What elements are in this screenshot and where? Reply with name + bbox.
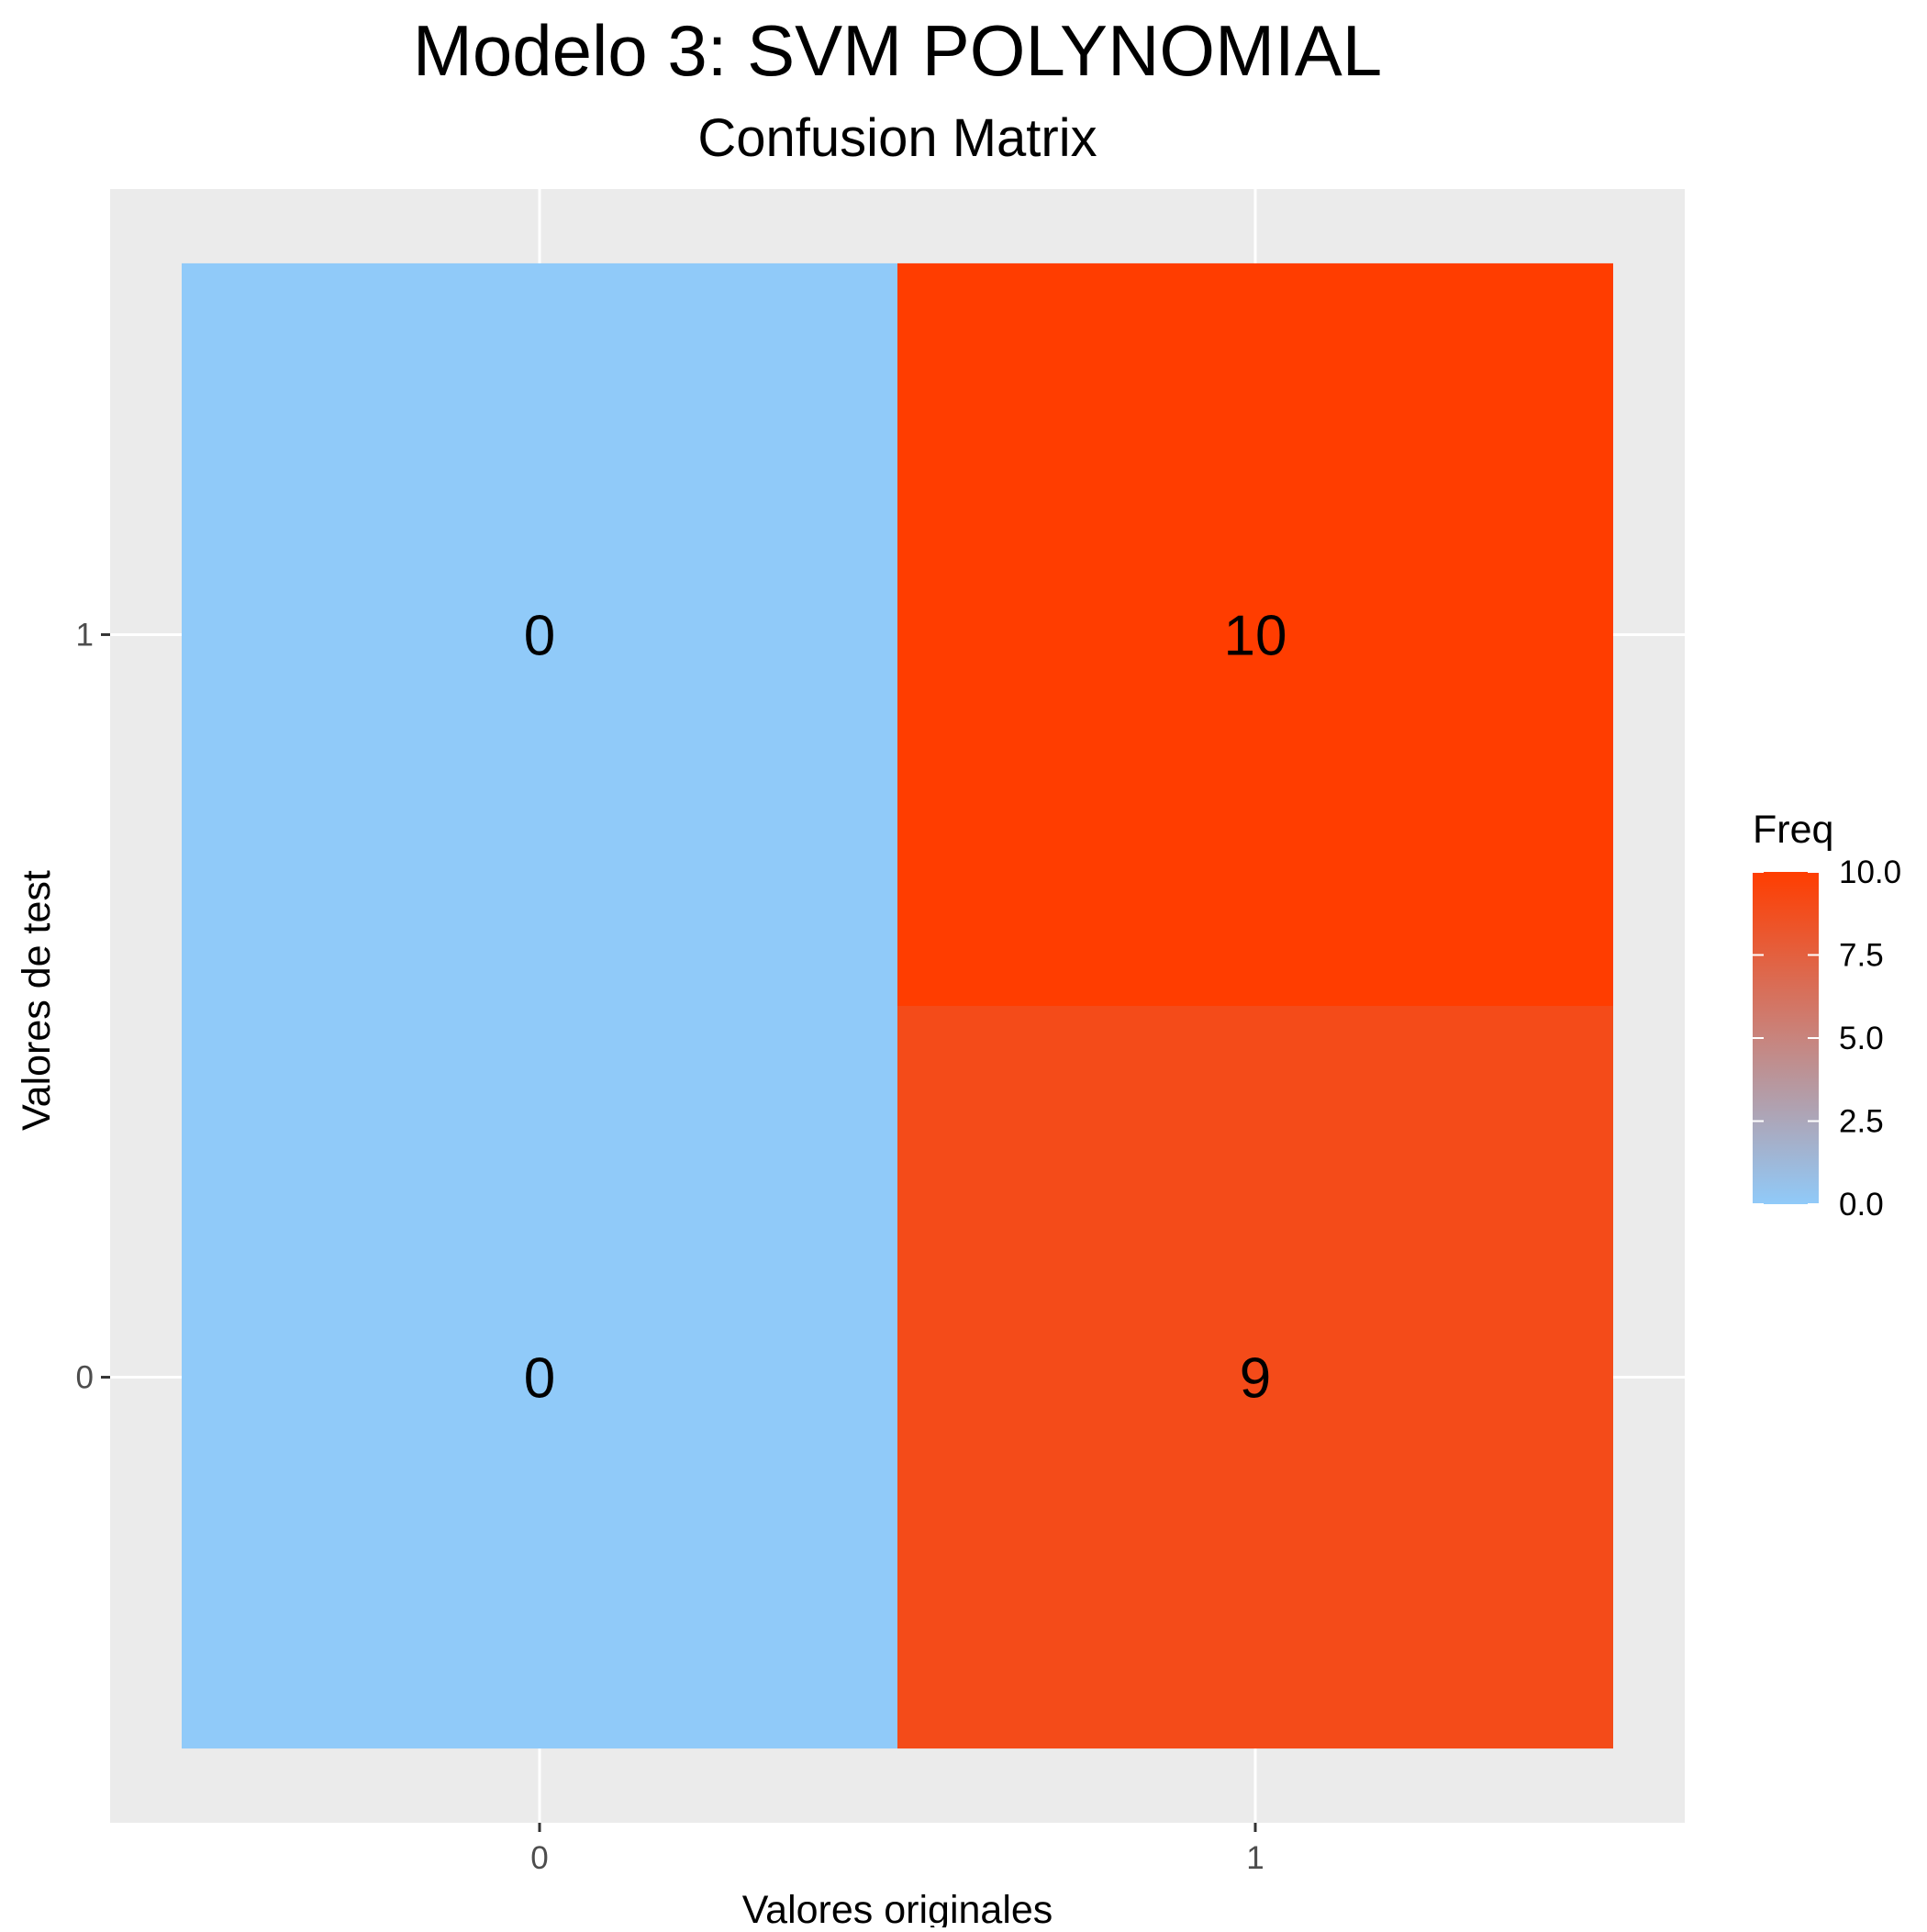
axes: 0 1 0 1 bbox=[76, 617, 1264, 1876]
cell-value-label: 10 bbox=[1224, 604, 1287, 667]
cell-value-label: 9 bbox=[1240, 1347, 1271, 1411]
y-tick-label: 0 bbox=[76, 1360, 94, 1396]
legend-title: Freq bbox=[1753, 808, 1833, 852]
cell-value-label: 0 bbox=[524, 604, 555, 667]
heatmap-cells bbox=[182, 262, 1613, 1749]
y-tick-label: 1 bbox=[76, 617, 94, 653]
heatmap-cell bbox=[897, 1006, 1613, 1749]
legend-tick-label: 2.5 bbox=[1839, 1104, 1884, 1140]
chart-subtitle: Confusion Matrix bbox=[697, 108, 1097, 168]
legend-tick-label: 5.0 bbox=[1839, 1021, 1884, 1056]
cell-value-labels: 0 9 0 10 bbox=[524, 604, 1287, 1410]
chart-title: Modelo 3: SVM POLYNOMIAL bbox=[413, 10, 1382, 91]
heatmap-cell bbox=[182, 1006, 897, 1749]
x-tick-label: 0 bbox=[530, 1840, 548, 1876]
color-legend: Freq 0.0 2.5 5.0 7.5 10.0 bbox=[1753, 808, 1901, 1223]
heatmap-cell bbox=[897, 262, 1613, 1007]
legend-tick-label: 0.0 bbox=[1839, 1187, 1884, 1223]
legend-tick-label: 10.0 bbox=[1839, 854, 1901, 890]
heatmap-cell bbox=[182, 262, 897, 1007]
y-axis-title: Valores de test bbox=[15, 870, 59, 1131]
x-axis-title: Valores originales bbox=[742, 1888, 1053, 1927]
cell-value-label: 0 bbox=[524, 1347, 555, 1411]
x-tick-label: 1 bbox=[1246, 1840, 1264, 1876]
legend-tick-label: 7.5 bbox=[1839, 938, 1884, 974]
